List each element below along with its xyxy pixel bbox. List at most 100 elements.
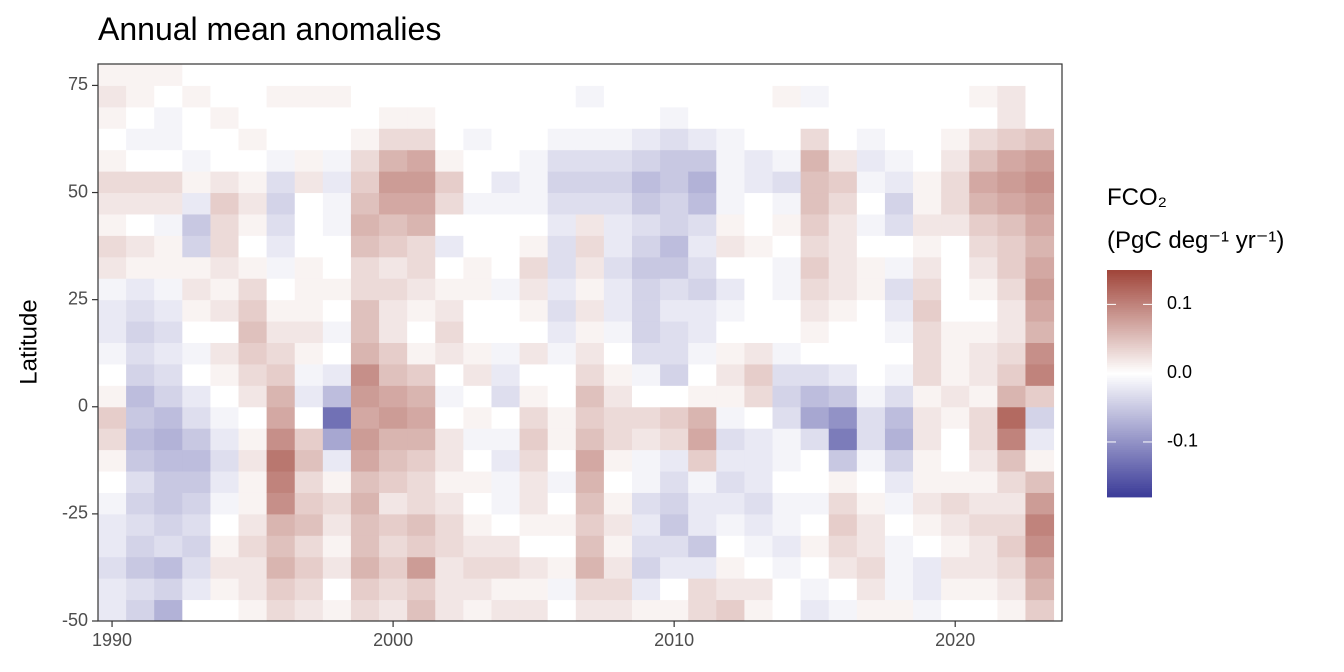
heat-cell xyxy=(1025,535,1055,558)
heat-cell xyxy=(969,556,998,579)
heat-cell xyxy=(407,599,436,622)
heat-cell xyxy=(266,299,296,322)
heat-cell xyxy=(463,213,492,236)
heat-cell xyxy=(98,363,127,386)
heat-cell xyxy=(631,235,661,258)
heat-cell xyxy=(547,299,577,322)
heat-cell xyxy=(631,513,661,536)
heat-cell xyxy=(660,428,689,451)
heat-cell xyxy=(941,128,970,151)
heat-cell xyxy=(182,278,211,301)
colorbar-step xyxy=(1107,332,1152,335)
heat-cell xyxy=(744,513,774,536)
heat-cell xyxy=(322,149,352,172)
heat-cell xyxy=(913,299,942,322)
heat-cell xyxy=(294,492,324,515)
heat-cell xyxy=(463,406,492,429)
heat-cell xyxy=(941,278,970,301)
heat-cell xyxy=(828,578,858,601)
heat-cell xyxy=(884,406,914,429)
heat-cell xyxy=(631,385,661,408)
heat-cell xyxy=(350,599,380,622)
colorbar-step xyxy=(1107,370,1152,373)
heat-cell xyxy=(744,299,774,322)
heat-cell xyxy=(182,299,211,322)
heat-cell xyxy=(800,363,830,386)
heat-cell xyxy=(688,213,717,236)
heat-cell xyxy=(210,235,240,258)
heat-cell xyxy=(547,235,577,258)
heat-cell xyxy=(238,64,268,86)
heat-cell xyxy=(856,235,886,258)
heat-cell xyxy=(463,106,492,129)
heat-cell xyxy=(969,363,998,386)
heat-cell xyxy=(603,428,633,451)
heat-cell xyxy=(997,449,1026,472)
heat-cell xyxy=(491,342,521,365)
colorbar-step xyxy=(1107,449,1152,452)
heat-cell xyxy=(828,278,858,301)
heat-cell xyxy=(547,556,577,579)
colorbar-step xyxy=(1107,347,1152,350)
heat-cell xyxy=(913,321,942,343)
heat-cell xyxy=(828,363,858,386)
heat-cell xyxy=(1025,192,1055,215)
heat-cell xyxy=(491,449,521,472)
heat-cell xyxy=(210,299,240,322)
heat-cell xyxy=(856,278,886,301)
heat-cell xyxy=(772,578,802,601)
heat-cell xyxy=(210,471,240,493)
heat-cell xyxy=(294,535,324,558)
heat-cell xyxy=(772,149,802,172)
heat-cell xyxy=(238,85,268,108)
heat-cell xyxy=(126,578,155,601)
heat-cell xyxy=(322,321,352,343)
colorbar-step xyxy=(1107,474,1152,477)
heat-cell xyxy=(547,513,577,536)
colorbar-step xyxy=(1107,398,1152,401)
heat-cell xyxy=(828,406,858,429)
heat-cell xyxy=(126,299,155,322)
heat-cell xyxy=(547,85,577,108)
heat-cell xyxy=(660,299,689,322)
heat-cell xyxy=(154,171,183,194)
heat-cell xyxy=(182,556,211,579)
heat-cell xyxy=(547,128,577,151)
heat-cell xyxy=(856,406,886,429)
heat-cell xyxy=(716,471,745,493)
y-tick-label: -50 xyxy=(62,610,88,630)
y-tick-label: 25 xyxy=(68,288,88,308)
heat-cell xyxy=(575,578,605,601)
heat-cell xyxy=(435,342,464,365)
heat-cell xyxy=(407,256,436,279)
colorbar-step xyxy=(1107,271,1152,275)
heat-cell xyxy=(800,428,830,451)
heat-cell xyxy=(182,363,211,386)
heat-cell xyxy=(716,235,745,258)
heat-cell xyxy=(519,85,549,108)
heat-cell xyxy=(688,85,717,108)
heat-cell xyxy=(688,363,717,386)
heat-cell xyxy=(828,192,858,215)
heat-cell xyxy=(941,513,970,536)
heat-cell xyxy=(856,213,886,236)
heat-cell xyxy=(491,578,521,601)
heat-cell xyxy=(969,406,998,429)
heat-cell xyxy=(969,321,998,343)
heat-cell xyxy=(322,535,352,558)
heat-cell xyxy=(294,256,324,279)
heat-cell xyxy=(856,471,886,493)
heat-cell xyxy=(294,321,324,343)
heat-cell xyxy=(772,471,802,493)
heat-cell xyxy=(435,85,464,108)
heat-cell xyxy=(1025,213,1055,236)
heat-cell xyxy=(941,149,970,172)
heat-cell xyxy=(379,385,408,408)
heat-cell xyxy=(463,471,492,493)
heat-cell xyxy=(688,385,717,408)
heat-cell xyxy=(884,342,914,365)
heat-cell xyxy=(182,513,211,536)
heat-cell xyxy=(379,363,408,386)
colorbar-step xyxy=(1107,313,1152,316)
heat-cell xyxy=(407,321,436,343)
